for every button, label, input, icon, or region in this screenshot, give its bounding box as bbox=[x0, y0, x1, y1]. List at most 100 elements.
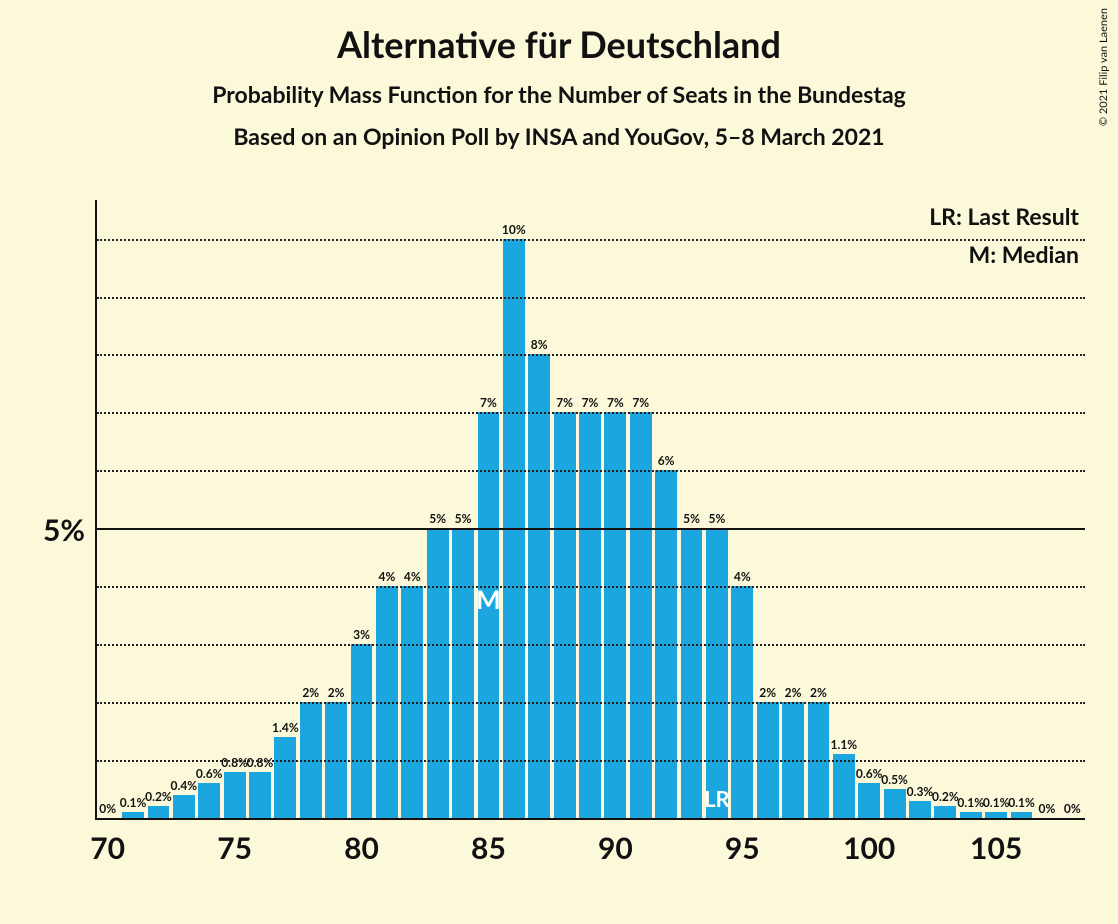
bar-slot: 0.1% bbox=[1009, 200, 1034, 818]
bar-slot: 7% bbox=[628, 200, 653, 818]
bar-slot: 0.5% bbox=[882, 200, 907, 818]
bar-slot: 0.8% bbox=[247, 200, 272, 818]
gridline bbox=[97, 586, 1085, 588]
gridline bbox=[97, 470, 1085, 472]
bar-value-label: 0.3% bbox=[907, 784, 934, 799]
chart-title: Alternative für Deutschland bbox=[0, 22, 1118, 66]
chart-subtitle-1: Probability Mass Function for the Number… bbox=[0, 80, 1118, 108]
bar-slot: 0% bbox=[95, 200, 120, 818]
bar: 7%M bbox=[478, 412, 500, 818]
bar-value-label: 0.1% bbox=[983, 795, 1010, 810]
bar-value-label: 7% bbox=[582, 395, 599, 410]
chart-plot-area: LR: Last Result M: Median 0%0.1%0.2%0.4%… bbox=[95, 200, 1085, 820]
bar-value-label: 0.6% bbox=[856, 766, 883, 781]
gridline bbox=[97, 702, 1085, 704]
bar-value-label: 2% bbox=[810, 685, 827, 700]
bar-slot: 7% bbox=[552, 200, 577, 818]
bar: 0.2% bbox=[148, 806, 170, 818]
gridline bbox=[97, 760, 1085, 762]
x-tick-label: 100 bbox=[843, 830, 895, 866]
bar-value-label: 7% bbox=[480, 395, 497, 410]
bar-slot: 3% bbox=[349, 200, 374, 818]
bar-slot: 2% bbox=[780, 200, 805, 818]
bar: 0.5% bbox=[884, 789, 906, 818]
bar: 0.3% bbox=[909, 801, 931, 818]
bar-slot: 8% bbox=[527, 200, 552, 818]
bar-value-label: 0.4% bbox=[171, 778, 198, 793]
gridline-solid bbox=[97, 528, 1085, 530]
bar-value-label: 2% bbox=[785, 685, 802, 700]
bar-slot: 5% bbox=[679, 200, 704, 818]
bar-value-label: 5% bbox=[455, 511, 472, 526]
bar-value-label: 0.2% bbox=[932, 789, 959, 804]
bar-value-label: 3% bbox=[353, 627, 370, 642]
copyright-text: © 2021 Filip van Laenen bbox=[1097, 8, 1110, 126]
bar: 7% bbox=[579, 412, 601, 818]
bar-slot: 0.2% bbox=[146, 200, 171, 818]
bar: 5% bbox=[452, 528, 474, 818]
bar: 5%LR bbox=[706, 528, 728, 818]
bar-value-label: 6% bbox=[658, 453, 675, 468]
bar-value-label: 0% bbox=[1038, 801, 1055, 816]
bar-slot: 0.1% bbox=[983, 200, 1008, 818]
bar-slot: 2% bbox=[806, 200, 831, 818]
bar-value-label: 1.4% bbox=[272, 720, 299, 735]
bar-value-label: 2% bbox=[302, 685, 319, 700]
bar-slot: 7% bbox=[577, 200, 602, 818]
bar: 0.4% bbox=[173, 795, 195, 818]
bar: 0.2% bbox=[934, 806, 956, 818]
bar: 1.4% bbox=[274, 737, 296, 818]
bar-slot: 0.2% bbox=[933, 200, 958, 818]
bar-slot: 2% bbox=[298, 200, 323, 818]
x-tick-label: 75 bbox=[217, 830, 252, 866]
gridline bbox=[97, 297, 1085, 299]
x-tick-label: 90 bbox=[598, 830, 633, 866]
bar-value-label: 5% bbox=[429, 511, 446, 526]
y-axis bbox=[95, 200, 97, 820]
bar-value-label: 0.1% bbox=[120, 795, 147, 810]
bar-slot: 7% bbox=[603, 200, 628, 818]
bar-value-label: 2% bbox=[328, 685, 345, 700]
gridline bbox=[97, 239, 1085, 241]
bar: 0.8% bbox=[249, 772, 271, 818]
bar-value-label: 10% bbox=[502, 222, 526, 237]
bar: 0.6% bbox=[198, 783, 220, 818]
bar-slot: 1.4% bbox=[273, 200, 298, 818]
bar-slot: 0.1% bbox=[958, 200, 983, 818]
bar-slot: 5% bbox=[450, 200, 475, 818]
x-tick-label: 105 bbox=[970, 830, 1022, 866]
bar-value-label: 0% bbox=[99, 801, 116, 816]
bar-slot: 0.8% bbox=[222, 200, 247, 818]
bar-value-label: 4% bbox=[734, 569, 751, 584]
last-result-marker: LR bbox=[704, 785, 730, 812]
bar-slot: 0.1% bbox=[120, 200, 145, 818]
bar-slot: 0% bbox=[1060, 200, 1085, 818]
bar-value-label: 0.8% bbox=[247, 755, 274, 770]
bar-slot: 0.6% bbox=[857, 200, 882, 818]
x-tick-label: 95 bbox=[725, 830, 760, 866]
bar-slot: 2% bbox=[755, 200, 780, 818]
bar: 0.8% bbox=[224, 772, 246, 818]
bar-slot: 4% bbox=[730, 200, 755, 818]
chart-bars: 0%0.1%0.2%0.4%0.6%0.8%0.8%1.4%2%2%3%4%4%… bbox=[95, 200, 1085, 818]
gridline bbox=[97, 644, 1085, 646]
x-axis bbox=[95, 818, 1085, 820]
bar-value-label: 5% bbox=[708, 511, 725, 526]
bar-slot: 0.3% bbox=[907, 200, 932, 818]
bar-value-label: 0.8% bbox=[221, 755, 248, 770]
bar-slot: 5% LR bbox=[704, 200, 729, 818]
bar-slot: 0.4% bbox=[171, 200, 196, 818]
bar-value-label: 7% bbox=[556, 395, 573, 410]
bar: 7% bbox=[604, 412, 626, 818]
bar-value-label: 0.5% bbox=[881, 772, 908, 787]
bar-slot: 4% bbox=[400, 200, 425, 818]
bar-value-label: 0% bbox=[1064, 801, 1081, 816]
bar-value-label: 2% bbox=[759, 685, 776, 700]
bar: 0.6% bbox=[858, 783, 880, 818]
x-tick-label: 85 bbox=[471, 830, 506, 866]
bar: 3% bbox=[351, 644, 373, 818]
chart-header: Alternative für Deutschland Probability … bbox=[0, 0, 1118, 150]
bar-value-label: 0.1% bbox=[957, 795, 984, 810]
y-tick-label: 5% bbox=[43, 512, 85, 548]
bar-value-label: 7% bbox=[632, 395, 649, 410]
